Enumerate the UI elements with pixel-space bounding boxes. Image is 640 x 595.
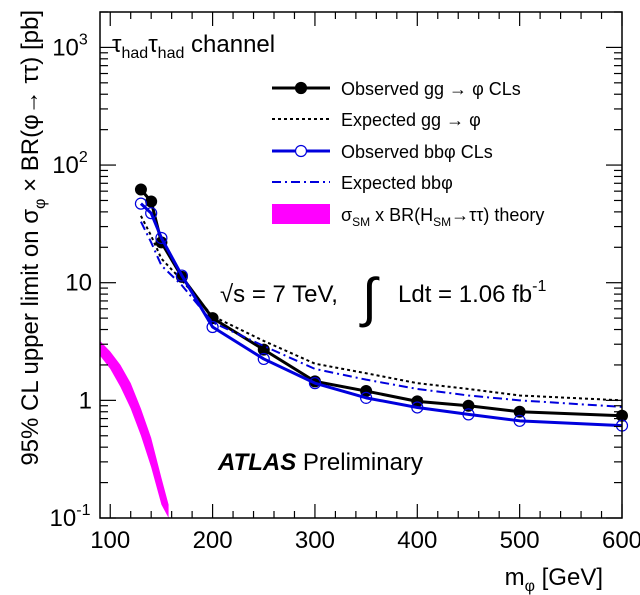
plot-frame (99, 11, 623, 519)
data-point-2-8 (411, 401, 424, 414)
series-line-3 (140, 221, 622, 408)
legend-marker-2 (294, 144, 308, 158)
x-tick-label: 200 (193, 527, 233, 554)
y-tick-label: 103 (52, 31, 88, 61)
x-tick-label: 400 (397, 527, 437, 554)
data-point-2-4 (206, 320, 219, 334)
y-tick-label: 102 (52, 149, 88, 179)
data-point-2-3 (175, 269, 188, 282)
data-point-2-2 (155, 231, 168, 245)
legend-label-3: Expected bbφ (341, 173, 453, 193)
data-point-0-0 (134, 183, 147, 196)
data-point-0-9 (462, 399, 475, 412)
legend-label-0: Observed gg → φ CLs (341, 79, 521, 99)
y-tick-label: 10 (65, 270, 92, 297)
y-axis-label: 95% CL upper limit on σφ × BR(φ→ ττ) [pb… (17, 10, 49, 466)
energy-label: √s = 7 TeV, (220, 281, 338, 308)
data-point-2-0 (134, 197, 148, 210)
x-tick-label: 100 (90, 527, 130, 554)
series-line-1 (140, 215, 622, 402)
legend-label-1: Expected gg → φ (341, 110, 481, 130)
data-point-2-10 (513, 414, 526, 427)
x-tick-label: 300 (295, 527, 335, 554)
data-point-2-9 (462, 408, 475, 421)
lumi-label: Ldt = 1.06 fb-1 (398, 278, 546, 308)
x-axis-label: mφ [GeV] (505, 564, 603, 595)
theory-band (100, 340, 169, 518)
data-point-2-7 (360, 391, 373, 404)
x-tick-label: 600 (602, 527, 640, 554)
data-point-0-10 (513, 405, 526, 418)
atlas-label: ATLAS Preliminary (217, 449, 423, 476)
x-tick-label: 500 (500, 527, 540, 554)
legend-label-theory: σSM x BR(HSM→ττ) theory (341, 205, 544, 229)
legend-swatch-theory (272, 204, 330, 224)
y-tick-label: 1 (79, 387, 92, 414)
data-point-2-1 (145, 207, 158, 220)
legend-label-2: Observed bbφ CLs (341, 142, 493, 162)
channel-label: τhadτhad channel (112, 31, 275, 62)
data-point-2-6 (308, 377, 322, 390)
integral-symbol: ∫ (359, 268, 380, 328)
energy-annotation: √s = 7 TeV, ∫ Ldt = 1.06 fb-1 (220, 268, 546, 328)
legend: Observed gg → φ CLs Expected gg → φ Observ… (272, 79, 544, 229)
series-line-2 (139, 202, 622, 428)
data-point-2-5 (257, 352, 270, 366)
y-tick-label: 10-1 (50, 502, 91, 532)
data-point-0-1 (145, 195, 158, 208)
legend-marker-0 (294, 81, 308, 95)
